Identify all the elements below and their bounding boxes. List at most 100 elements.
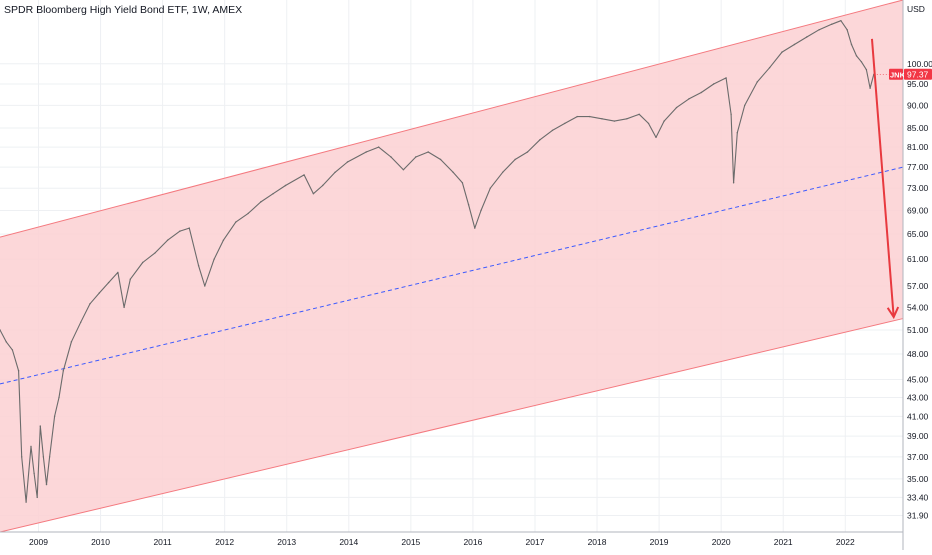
x-tick-label: 2018 (588, 537, 607, 547)
price-point (768, 67, 771, 69)
price-point (17, 370, 20, 372)
channel-fill (0, 0, 903, 532)
price-point (346, 161, 349, 163)
y-tick-label: 31.90 (907, 511, 929, 521)
last-price-value-badge (904, 68, 932, 80)
price-point (514, 158, 516, 161)
price-point (818, 29, 820, 31)
price-point (117, 271, 119, 274)
x-tick-label: 2013 (277, 537, 296, 547)
x-tick-label: 2022 (836, 537, 855, 547)
price-point (213, 258, 215, 260)
y-tick-label: 43.00 (907, 392, 929, 402)
y-tick-labels: 100.00 95.00 90.00 85.00 81.00 77.00 73.00 69.0… (907, 59, 932, 521)
y-tick-label: 100.00 (907, 59, 932, 69)
price-point (601, 118, 603, 120)
price-point (30, 445, 32, 448)
price-point (860, 61, 863, 63)
channel-upper-line[interactable] (0, 0, 904, 238)
price-point (21, 456, 23, 458)
x-tick-label: 2021 (774, 537, 793, 547)
price-point (197, 265, 200, 267)
arrow-shaft[interactable] (870, 38, 895, 318)
price-point (5, 341, 7, 343)
price-point (736, 132, 738, 134)
x-tick-label: 2019 (650, 537, 669, 547)
price-point (688, 98, 690, 100)
parallel-channel[interactable] (0, 0, 904, 533)
price-point (322, 184, 324, 187)
price-point (45, 483, 48, 486)
price-point (744, 104, 746, 107)
y-tick-label: 95.00 (907, 79, 929, 89)
price-scale-unit: USD (907, 4, 925, 14)
price-point (480, 209, 482, 212)
price-point (204, 285, 206, 287)
price-scale[interactable]: USD 100.00 95.00 90.00 85.00 81.00 77.00 73.00… (902, 0, 932, 550)
y-tick-label: 69.00 (907, 205, 929, 215)
x-tick-label: 2010 (91, 537, 110, 547)
price-point (166, 239, 169, 241)
price-point (840, 20, 842, 22)
price-point (551, 129, 554, 132)
price-point (42, 456, 45, 458)
channel-middle-line[interactable] (0, 166, 904, 385)
price-point (846, 29, 848, 31)
time-scale[interactable]: 2009 2010 2011 2012 2013 2014 2015 2016 2017 2018… (0, 531, 903, 547)
price-point (730, 113, 732, 116)
price-point (58, 396, 60, 399)
y-tick-label: 37.00 (907, 452, 929, 462)
price-point (806, 36, 808, 38)
x-tick-label: 2020 (712, 537, 731, 547)
y-tick-label: 45.00 (907, 375, 929, 385)
x-tick-label: 2009 (29, 537, 48, 547)
price-point (638, 113, 640, 116)
x-tick-label: 2012 (215, 537, 234, 547)
y-tick-label: 85.00 (907, 123, 929, 133)
y-tick-label: 61.00 (907, 254, 929, 264)
price-point (365, 151, 367, 153)
price-point (390, 156, 392, 158)
price-point (869, 87, 871, 89)
price-point (655, 136, 657, 139)
price-point (154, 252, 156, 254)
y-tick-label: 57.00 (907, 281, 929, 291)
price-point (179, 230, 181, 232)
x-tick-labels: 2009 2010 2011 2012 2013 2014 2015 2016 2017 2018… (29, 537, 855, 547)
chart-title: SPDR Bloomberg High Yield Bond ETF, 1W, … (4, 4, 242, 16)
channel-lower-line[interactable] (0, 318, 904, 533)
price-point (247, 212, 249, 215)
price-point (756, 81, 758, 83)
price-point (452, 171, 454, 173)
price-point (98, 292, 101, 294)
price-point (107, 281, 110, 284)
price-point (188, 227, 190, 229)
y-tick-label: 65.00 (907, 229, 929, 239)
y-tick-label: 51.00 (907, 325, 929, 335)
price-point (461, 182, 464, 184)
price-point (33, 472, 35, 474)
last-price-symbol: JNK (890, 70, 906, 79)
price-point (793, 43, 796, 46)
trend-arrow[interactable] (870, 38, 900, 320)
price-point (725, 77, 727, 79)
y-tick-label: 35.00 (907, 474, 929, 484)
x-tick-label: 2016 (463, 537, 482, 547)
price-point (36, 496, 38, 499)
price-point (39, 425, 41, 427)
price-point (502, 171, 504, 173)
price-point (781, 51, 783, 53)
y-tick-label: 81.00 (907, 142, 929, 152)
price-point (89, 303, 91, 305)
arrow-head (886, 306, 900, 320)
y-tick-label: 73.00 (907, 183, 929, 193)
price-point (334, 171, 336, 173)
price-point (48, 456, 51, 458)
price-point (11, 349, 14, 351)
y-tick-label: 41.00 (907, 411, 929, 421)
last-price-value: 97.37 (907, 69, 929, 79)
price-point (713, 83, 715, 85)
price-point (53, 415, 56, 417)
